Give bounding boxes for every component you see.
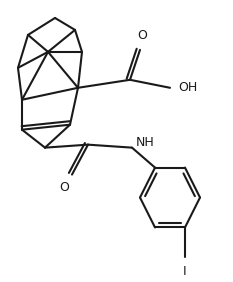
Text: O: O bbox=[137, 29, 147, 42]
Text: O: O bbox=[59, 180, 69, 193]
Text: NH: NH bbox=[136, 136, 155, 149]
Text: I: I bbox=[183, 265, 187, 278]
Text: OH: OH bbox=[178, 81, 197, 94]
